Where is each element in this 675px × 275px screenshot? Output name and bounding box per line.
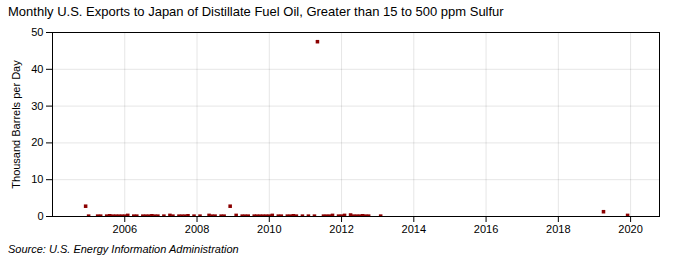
svg-text:2020: 2020 <box>618 223 642 235</box>
svg-text:2018: 2018 <box>546 223 570 235</box>
svg-text:20: 20 <box>31 136 43 148</box>
html-text:Monthly U.S. Exports to Japan: Monthly U.S. Exports to Japan of Distill… <box>8 4 504 19</box>
svg-text:0: 0 <box>37 210 43 222</box>
svg-text:10: 10 <box>31 173 43 185</box>
svg-text:2016: 2016 <box>474 223 498 235</box>
html-text:Source: U.S. Energy Informatio: Source: U.S. Energy Information Administ… <box>8 243 239 255</box>
svg-text:2012: 2012 <box>329 223 353 235</box>
svg-text:50: 50 <box>31 26 43 38</box>
svg-text:30: 30 <box>31 100 43 112</box>
svg-text:2008: 2008 <box>185 223 209 235</box>
svg-text:2010: 2010 <box>257 223 281 235</box>
svg-text:Thousand Barrels per Day: Thousand Barrels per Day <box>10 60 22 189</box>
svg-text:40: 40 <box>31 63 43 75</box>
svg-text:2014: 2014 <box>402 223 426 235</box>
svg-text:2006: 2006 <box>113 223 137 235</box>
